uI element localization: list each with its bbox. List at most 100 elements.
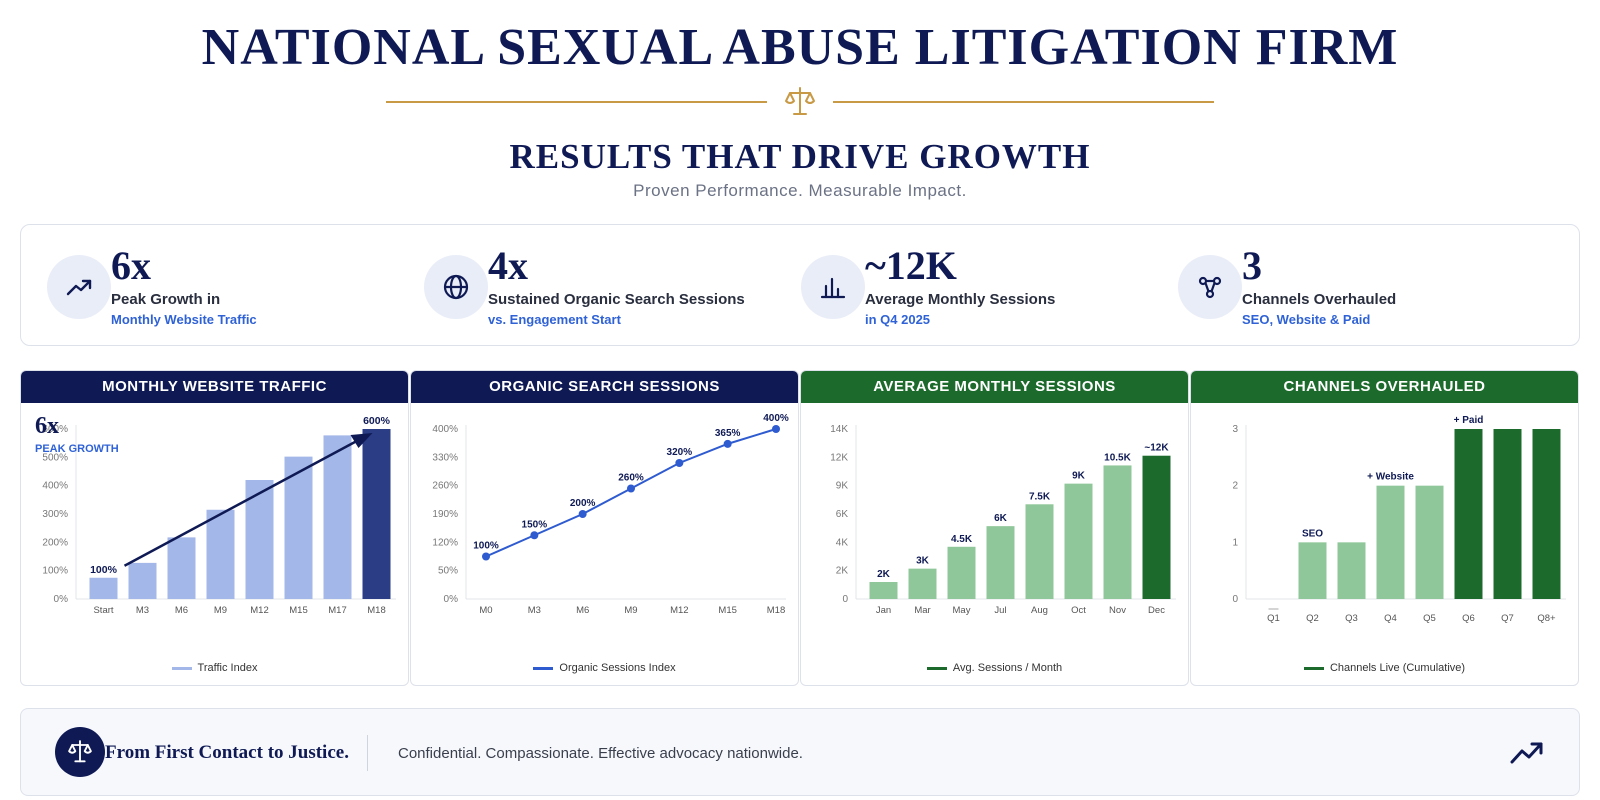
footer-banner: From First Contact to Justice. Confident… — [20, 708, 1580, 796]
x-tick-label: M6 — [576, 605, 589, 616]
bar — [1376, 485, 1405, 599]
y-tick-label: 2K — [836, 566, 849, 577]
data-label: 400% — [763, 413, 789, 424]
bar — [245, 480, 274, 599]
y-tick-label: 120% — [432, 537, 458, 548]
data-point — [627, 484, 635, 493]
x-tick-label: M12 — [250, 605, 268, 616]
x-tick-label: Jan — [876, 605, 891, 616]
network-icon — [1198, 276, 1222, 299]
y-tick-label: 0% — [54, 594, 69, 605]
x-tick-label: M9 — [214, 605, 227, 616]
bar — [869, 582, 898, 599]
data-label: 2K — [877, 569, 891, 580]
x-tick-label: Q4 — [1384, 613, 1397, 624]
footer-title: From First Contact to Justice. — [105, 742, 349, 763]
data-label: 3K — [916, 556, 930, 567]
y-tick-label: 4K — [836, 537, 849, 548]
trend-up-icon — [66, 279, 92, 296]
data-label: 10.5K — [1104, 452, 1131, 463]
data-label: 200% — [570, 498, 596, 509]
chart-legend: Avg. Sessions / Month — [801, 662, 1188, 674]
bar — [1532, 429, 1561, 599]
bar — [89, 577, 118, 599]
x-tick-label: Q6 — [1462, 613, 1475, 624]
growth-arrow-line — [123, 437, 362, 567]
bar — [1298, 542, 1327, 599]
data-point — [530, 531, 539, 540]
title-divider — [386, 84, 1214, 120]
x-tick-label: M9 — [624, 605, 637, 616]
peak-growth-value: 6x — [35, 413, 59, 439]
x-tick-label: M3 — [528, 605, 541, 616]
data-label: ~12K — [1144, 443, 1169, 454]
growth-arrow-head — [350, 433, 373, 448]
data-label: 100% — [473, 541, 499, 552]
x-tick-label: Mar — [914, 605, 930, 616]
bar — [986, 526, 1015, 599]
chart-legend: Traffic Index — [21, 662, 408, 674]
y-tick-label: 190% — [432, 509, 458, 520]
data-label: 260% — [618, 473, 644, 484]
channels-chart: 0 1 2 3 SEO + Website + Paid Q1 Q2 Q3 Q4 Q5 Q6 Q7 Q8+ — [1232, 415, 1566, 624]
data-label: 320% — [667, 447, 693, 458]
stat-value: ~12K — [865, 243, 957, 288]
data-label: 6K — [994, 513, 1008, 524]
main-title: NATIONAL SEXUAL ABUSE LITIGATION FIRM — [201, 19, 1399, 76]
bar — [1454, 429, 1483, 599]
legend-label: Avg. Sessions / Month — [952, 662, 1063, 674]
bar — [1142, 455, 1171, 599]
x-tick-label: Aug — [1031, 605, 1048, 616]
data-label: 7.5K — [1029, 491, 1051, 502]
trend-up-icon — [1510, 742, 1543, 764]
x-tick-label: Q8+ — [1537, 613, 1556, 624]
x-tick-label: M6 — [175, 605, 188, 616]
data-point — [675, 459, 684, 467]
y-tick-label: 200% — [42, 537, 68, 548]
legend-label: Traffic Index — [197, 662, 258, 674]
data-label: 365% — [715, 428, 741, 439]
data-point — [482, 552, 490, 561]
legend-label: Channels Live (Cumulative) — [1329, 662, 1466, 674]
bar — [1103, 465, 1132, 599]
data-point — [772, 425, 780, 433]
stats-card: 6x Peak Growth in Monthly Website Traffi… — [20, 224, 1580, 346]
y-tick-label: 0 — [842, 594, 848, 605]
section-subtitle: RESULTS THAT DRIVE GROWTH — [509, 137, 1091, 176]
bar — [362, 429, 391, 599]
y-tick-label: 400% — [42, 481, 68, 492]
stat-label: Peak Growth in — [111, 291, 221, 308]
panel-title: AVERAGE MONTHLY SESSIONS — [801, 371, 1188, 403]
bar — [1415, 485, 1444, 599]
bar-chart-icon — [820, 277, 846, 299]
x-tick-label: M17 — [328, 605, 346, 616]
stat-sub: vs. Engagement Start — [488, 312, 621, 327]
organic-chart: 0% 50% 120% 190% 260% 330% 400% 100% 150% 200% 260… — [432, 413, 789, 616]
bar — [284, 456, 313, 599]
bar — [128, 562, 157, 599]
stat-sub: Monthly Website Traffic — [111, 312, 257, 327]
annotation: + Website — [1367, 472, 1414, 483]
panel-organic-sessions: ORGANIC SEARCH SESSIONS 0% 50% 120% 190% 260… — [410, 370, 799, 686]
y-tick-label: 260% — [432, 481, 458, 492]
panel-monthly-sessions: AVERAGE MONTHLY SESSIONS 0 2K 4K 6K 9K 12K 14K… — [800, 370, 1189, 686]
tagline: Proven Performance. Measurable Impact. — [633, 181, 967, 200]
stat-value: 6x — [111, 243, 151, 288]
y-tick-label: 50% — [438, 566, 458, 577]
bar — [323, 435, 352, 599]
x-tick-label: Q5 — [1423, 613, 1436, 624]
y-tick-label: 3 — [1232, 424, 1238, 435]
x-tick-label: M3 — [136, 605, 149, 616]
x-tick-label: Q3 — [1345, 613, 1358, 624]
stat-value: 4x — [488, 243, 528, 288]
footer-divider — [367, 735, 368, 771]
panel-title: MONTHLY WEBSITE TRAFFIC — [21, 371, 408, 403]
bar — [1025, 504, 1054, 599]
y-tick-label: 330% — [432, 452, 458, 463]
y-tick-label: 14K — [830, 424, 848, 435]
data-point — [578, 510, 587, 518]
panel-channels: CHANNELS OVERHAULED 0 1 2 3 SEO + Website + Pa… — [1190, 370, 1579, 686]
y-tick-label: 12K — [830, 452, 848, 463]
footer-text: Confidential. Compassionate. Effective a… — [398, 745, 803, 762]
y-tick-label: 100% — [42, 566, 68, 577]
